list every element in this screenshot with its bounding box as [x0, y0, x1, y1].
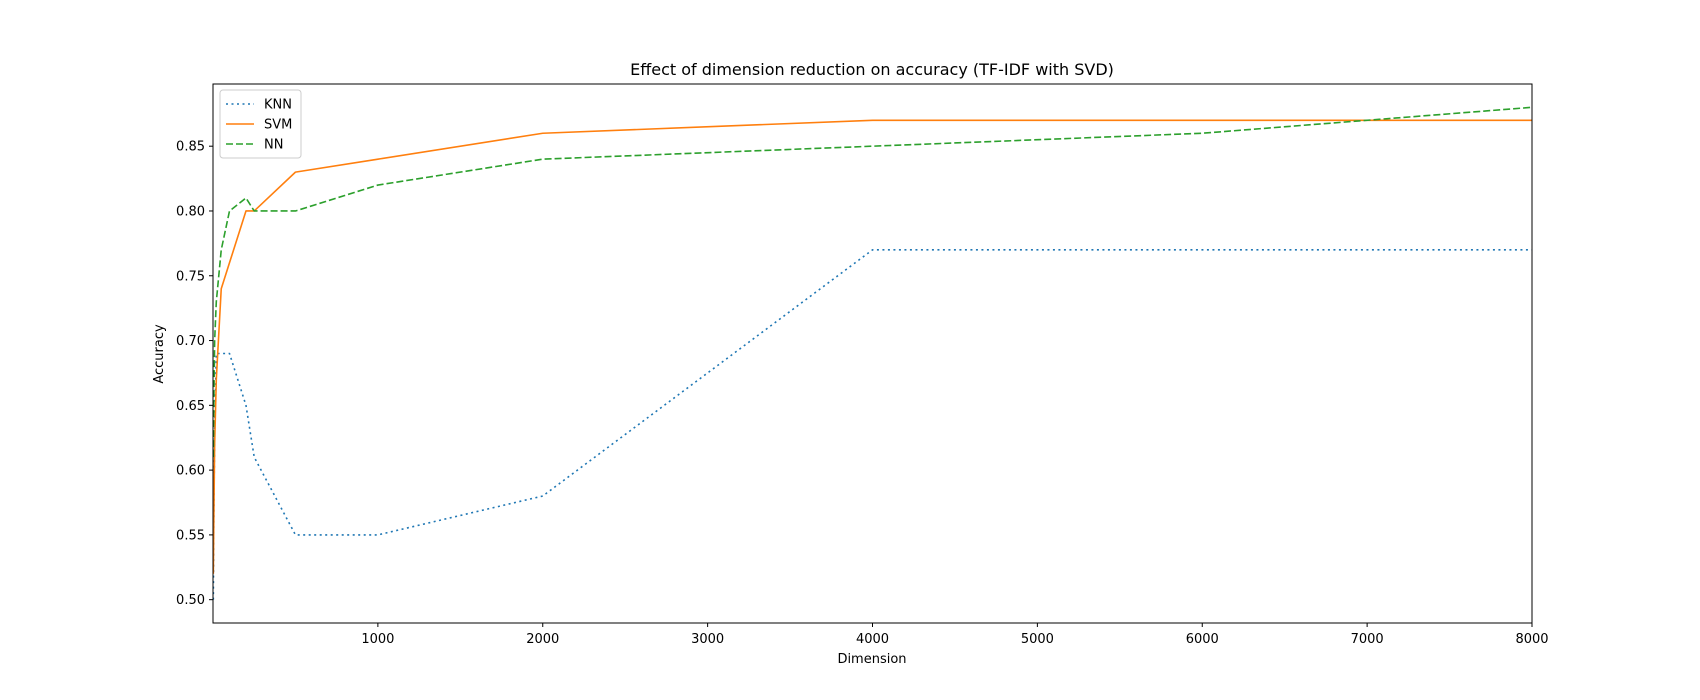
y-axis: 0.50 0.55 0.60 0.65 0.70 0.75 0.80 0.85	[176, 140, 213, 608]
y-tick-label: 0.50	[176, 593, 205, 608]
y-axis-label: Accuracy	[152, 324, 167, 384]
y-tick-label: 0.65	[176, 399, 205, 414]
x-tick-label: 3000	[691, 632, 724, 647]
plot-frame	[212, 83, 1533, 624]
y-tick-label: 0.85	[176, 140, 205, 155]
legend: KNN SVM NN	[219, 89, 302, 159]
x-tick-label: 8000	[1515, 632, 1548, 647]
x-axis-label: Dimension	[837, 652, 906, 667]
chart-title: Effect of dimension reduction on accurac…	[630, 60, 1114, 79]
x-tick-label: 4000	[856, 632, 889, 647]
x-axis: 1000 2000 3000 4000 5000 6000 7000 8000	[361, 623, 1549, 647]
x-tick-label: 6000	[1186, 632, 1219, 647]
series-line-svm	[212, 119, 1532, 574]
series-line-knn	[212, 249, 1532, 600]
legend-label-svm: SVM	[264, 118, 292, 133]
series-lines	[212, 106, 1533, 600]
x-tick-label: 1000	[361, 632, 394, 647]
x-tick-label: 7000	[1351, 632, 1384, 647]
legend-box	[219, 89, 302, 159]
y-tick-label: 0.70	[176, 334, 205, 349]
x-tick-label: 2000	[526, 632, 559, 647]
y-tick-label: 0.55	[176, 528, 205, 543]
y-tick-label: 0.60	[176, 464, 205, 479]
legend-label-knn: KNN	[264, 98, 292, 113]
y-tick-label: 0.75	[176, 269, 205, 284]
series-line-nn	[212, 106, 1533, 458]
legend-label-nn: NN	[264, 138, 283, 153]
x-tick-label: 5000	[1021, 632, 1054, 647]
y-tick-label: 0.80	[176, 204, 205, 219]
